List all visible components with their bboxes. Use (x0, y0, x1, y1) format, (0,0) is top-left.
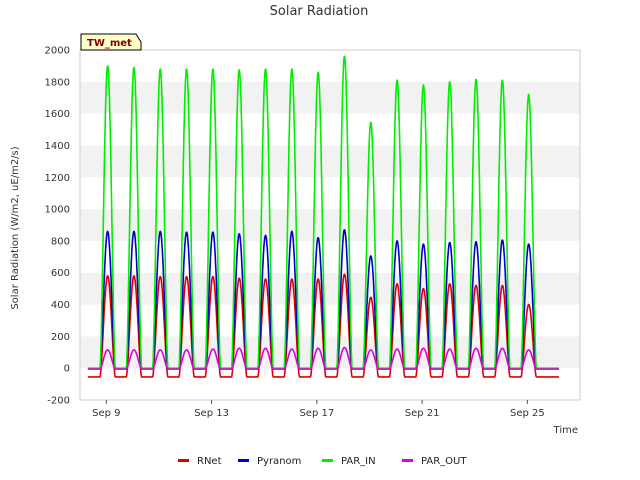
legend-label: RNet (197, 456, 222, 467)
legend-item-rnet: RNet (178, 456, 222, 467)
legend-label: Pyranom (257, 456, 301, 467)
x-tick-label: Sep 25 (510, 408, 545, 419)
y-tick-label: 2000 (45, 46, 70, 57)
x-tick-label: Sep 21 (405, 408, 440, 419)
legend-swatch (322, 459, 333, 462)
y-tick-label: 1400 (45, 141, 70, 152)
y-tick-label: 1600 (45, 109, 70, 120)
chart-title: Solar Radiation (270, 4, 369, 19)
x-tick-label: Sep 13 (194, 408, 229, 419)
legend-item-par-in: PAR_IN (322, 456, 376, 467)
grid-band (80, 368, 580, 400)
x-axis-title: Time (553, 425, 578, 436)
y-axis-ticks: -200 0 200 400 600 800 1000 1200 1400 1600 1800 200… (45, 46, 70, 407)
legend-label: PAR_IN (341, 456, 376, 467)
y-tick-label: 1800 (45, 77, 70, 88)
grid-band (80, 209, 580, 241)
y-tick-label: -200 (47, 396, 70, 407)
series-line-par-in (87, 55, 560, 370)
plot-frame (79, 49, 581, 401)
x-axis-ticks: Sep 9 Sep 13 Sep 17 Sep 21 Sep 25 (92, 400, 545, 419)
y-tick-label: 0 (64, 364, 70, 375)
x-tick-label: Sep 9 (92, 408, 120, 419)
y-tick-label: 200 (51, 332, 70, 343)
tw-met-badge: TW_met (80, 33, 142, 51)
legend-swatch (178, 459, 189, 462)
badge-box (80, 33, 142, 51)
legend-swatch (402, 459, 413, 462)
legend-item-pyranom: Pyranom (238, 456, 301, 467)
legend-label: PAR_OUT (421, 456, 467, 467)
y-tick-label: 800 (51, 236, 70, 247)
x-tick-label: Sep 17 (299, 408, 334, 419)
legend-swatch (238, 459, 249, 462)
grid-band (80, 81, 580, 114)
y-axis-title: Solar Radiation (W/m2, uE/m2/s) (10, 146, 21, 309)
y-tick-label: 1200 (45, 173, 70, 184)
y-tick-label: 1000 (45, 205, 70, 216)
y-tick-label: 600 (51, 268, 70, 279)
y-tick-label: 400 (51, 300, 70, 311)
grid-band (80, 177, 580, 210)
grid-band (80, 50, 580, 82)
badge-label: TW_met (87, 38, 132, 49)
series-layer (87, 55, 560, 378)
series-line-par-out (87, 346, 560, 370)
legend: RNet Pyranom PAR_IN PAR_OUT (178, 456, 467, 467)
legend-item-par-out: PAR_OUT (402, 456, 467, 467)
